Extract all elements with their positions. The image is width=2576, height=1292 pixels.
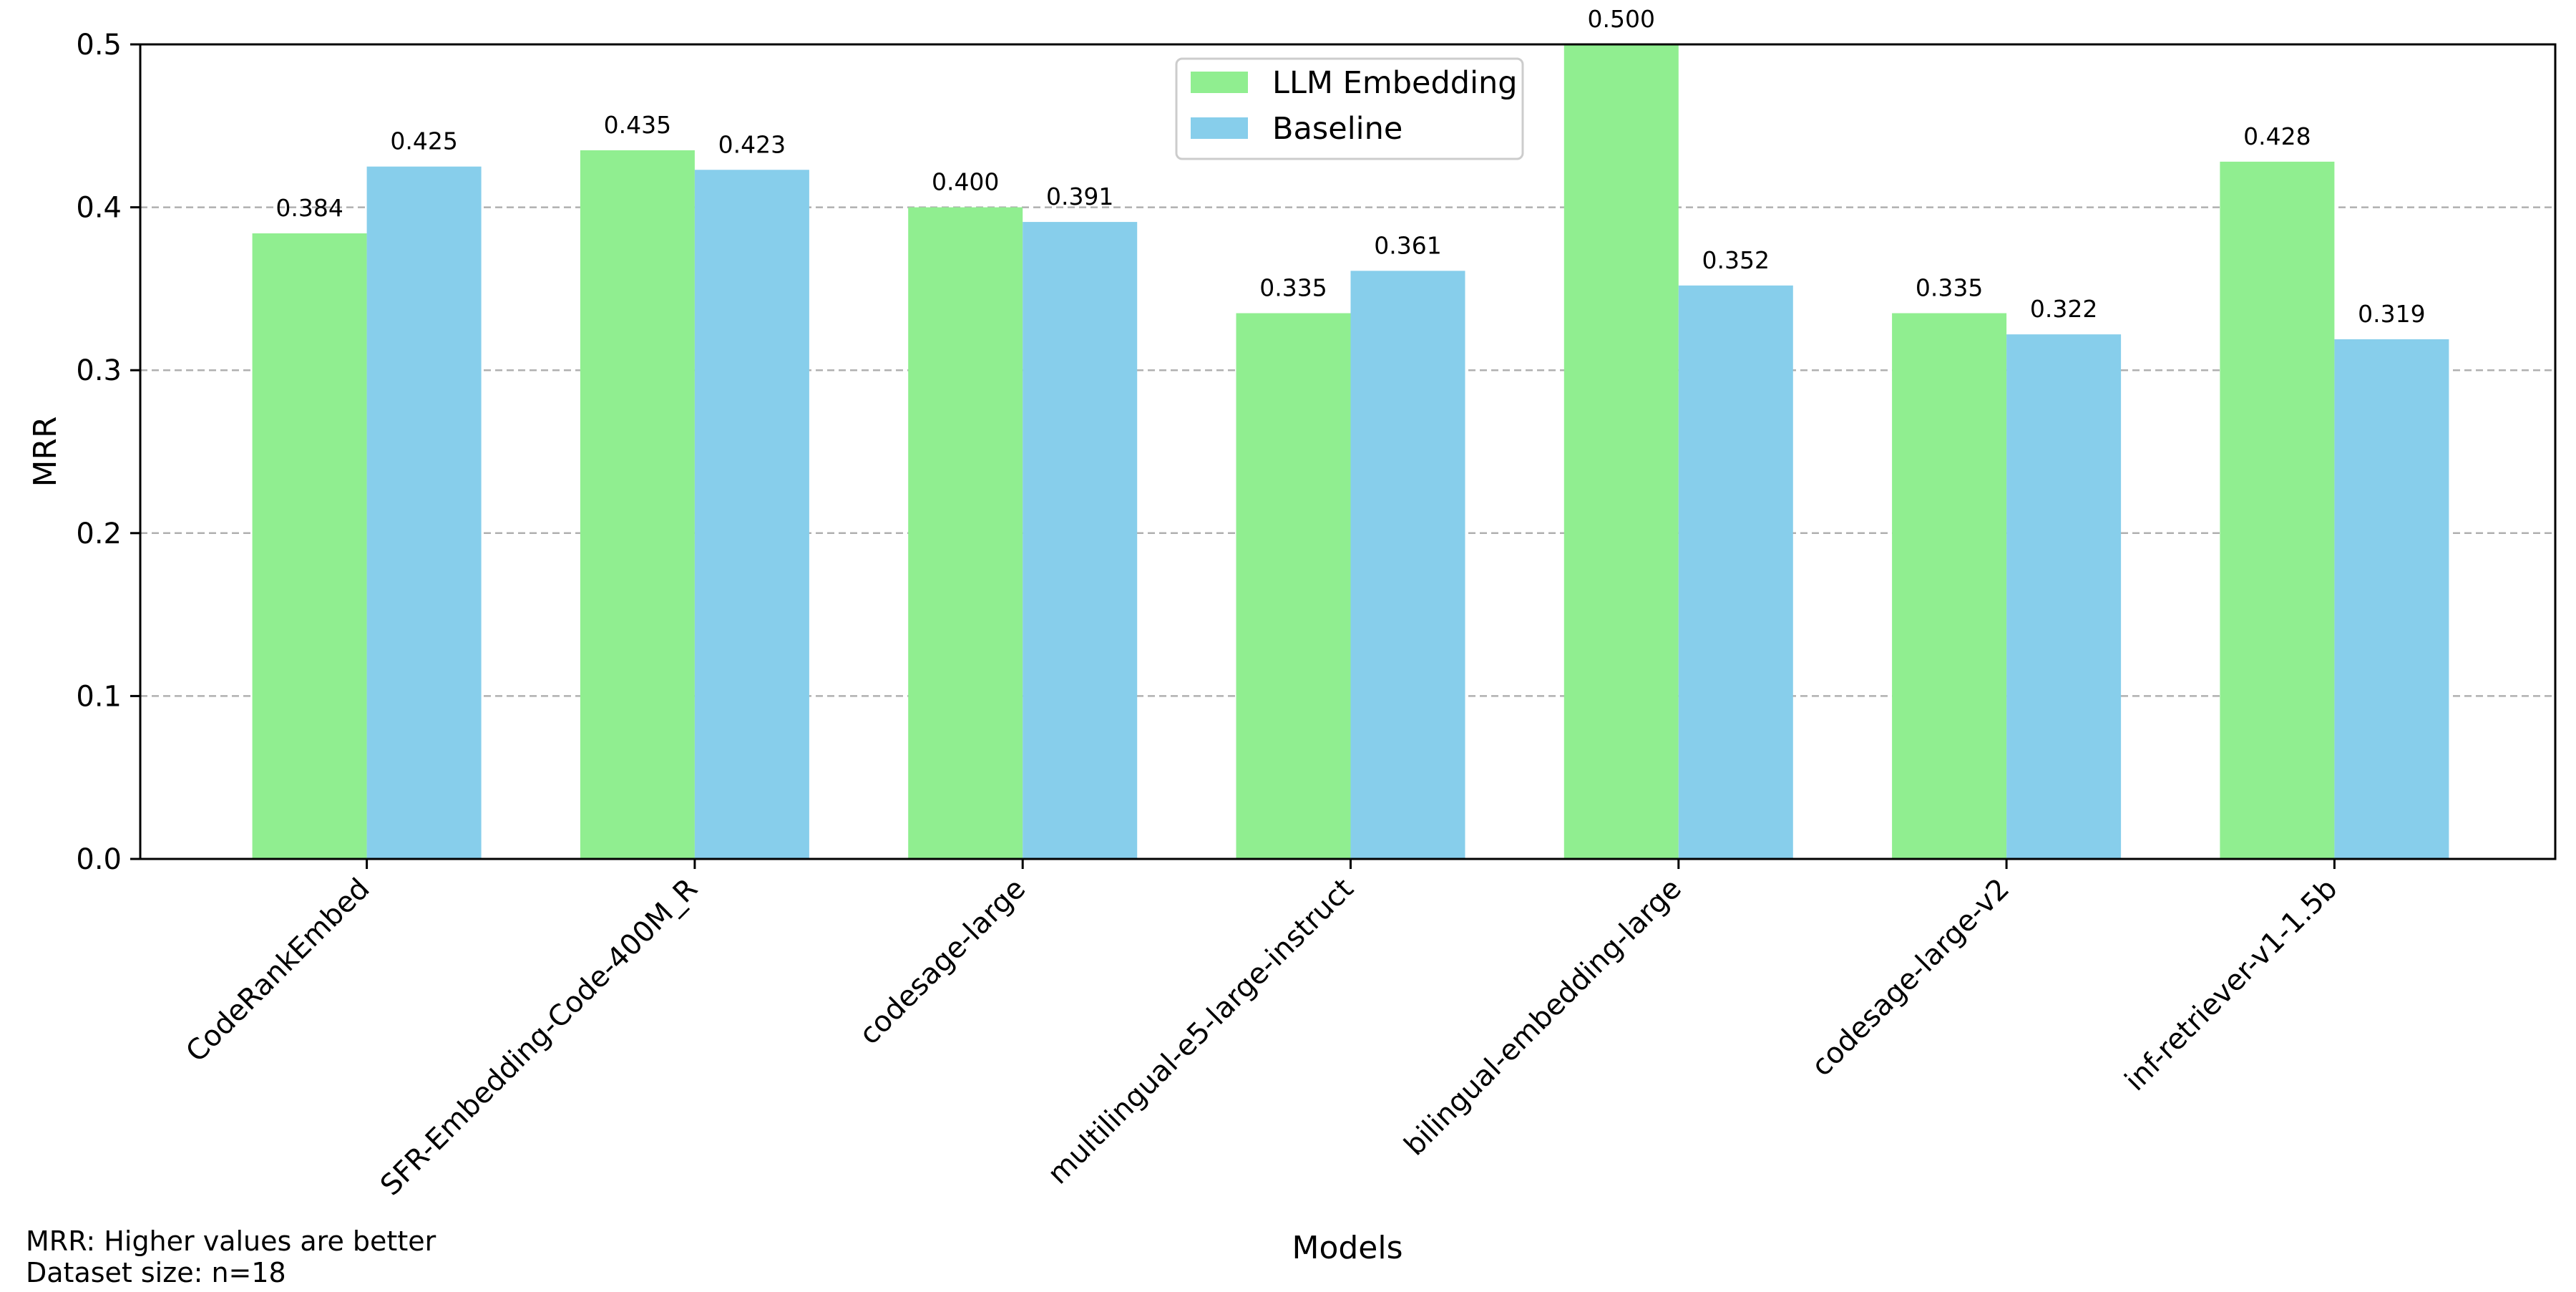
y-tick-label: 0.3 [76, 354, 122, 387]
legend: LLM Embedding Baseline [1175, 57, 1524, 160]
x-tick-label: inf-retriever-v1-1.5b [2119, 873, 2344, 1098]
value-label-baseline: 0.425 [390, 127, 457, 155]
value-label-baseline: 0.361 [1374, 231, 1441, 259]
bar-llm-embedding [1563, 44, 1679, 859]
bar-llm-embedding [580, 150, 695, 859]
note-dataset-size: Dataset size: n=18 [26, 1257, 286, 1288]
y-tick-label: 0.0 [76, 843, 122, 876]
legend-box [1175, 57, 1524, 160]
value-label-llm-embedding: 0.384 [275, 194, 343, 222]
bar-llm-embedding [252, 233, 367, 859]
value-label-baseline: 0.391 [1046, 183, 1113, 210]
value-label-llm-embedding: 0.428 [2243, 122, 2311, 150]
y-tick-label: 0.2 [76, 518, 122, 550]
bar-baseline [1678, 285, 1793, 859]
bar-llm-embedding [1236, 313, 1351, 859]
y-tick-label: 0.1 [76, 680, 122, 713]
x-tick-label: codesage-large [853, 873, 1032, 1051]
x-tick-label: codesage-large-v2 [1805, 873, 2016, 1083]
legend-swatch-baseline [1191, 117, 1248, 139]
x-tick-label: SFR-Embedding-Code-400M_R [374, 873, 704, 1203]
value-label-baseline: 0.319 [2358, 300, 2425, 328]
bar-llm-embedding [2220, 161, 2335, 859]
value-label-llm-embedding: 0.500 [1588, 5, 1655, 33]
value-label-baseline: 0.423 [718, 130, 786, 158]
bar-llm-embedding [1892, 313, 2007, 859]
value-labels: 0.384 0.425 0.435 0.423 0.400 0.391 0.335 0.361… [275, 5, 2425, 328]
bar-baseline [2334, 339, 2449, 859]
x-tick-label: multilingual-e5-large-instruct [1042, 873, 1360, 1191]
bar-llm-embedding [908, 207, 1023, 860]
legend-label-baseline: Baseline [1272, 111, 1402, 147]
x-tick-label: CodeRankEmbed [180, 873, 376, 1069]
value-label-llm-embedding: 0.400 [932, 168, 999, 196]
y-axis: 0.0 0.1 0.2 0.3 0.4 0.5 [76, 29, 140, 876]
bar-baseline [694, 170, 809, 859]
y-tick-label: 0.4 [76, 192, 122, 225]
value-label-llm-embedding: 0.335 [1259, 274, 1327, 302]
bar-baseline [1023, 222, 1138, 860]
y-axis-title: MRR [27, 416, 64, 487]
bar-baseline [2006, 334, 2122, 859]
value-label-baseline: 0.352 [1702, 246, 1770, 274]
note-metric: MRR: Higher values are better [26, 1225, 436, 1257]
bar-baseline [366, 166, 482, 859]
bars [252, 44, 2449, 860]
x-axis-title: Models [1292, 1230, 1402, 1266]
x-tick-label: bilingual-embedding-large [1398, 873, 1688, 1162]
value-label-baseline: 0.322 [2030, 295, 2097, 323]
legend-swatch-llm-embedding [1191, 72, 1248, 93]
value-label-llm-embedding: 0.335 [1916, 274, 1983, 302]
value-label-llm-embedding: 0.435 [604, 111, 671, 139]
y-tick-label: 0.5 [76, 29, 122, 62]
plot-frame [139, 43, 2557, 860]
bar-baseline [1350, 271, 1465, 859]
legend-label-llm-embedding: LLM Embedding [1272, 65, 1518, 101]
